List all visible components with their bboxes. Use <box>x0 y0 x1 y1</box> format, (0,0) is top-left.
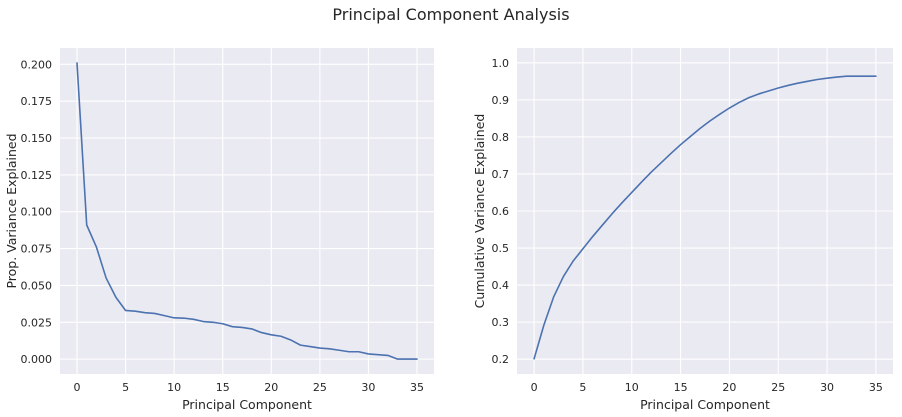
x-axis-label: Principal Component <box>640 397 770 412</box>
y-tick-label: 0.150 <box>21 132 53 145</box>
series-line <box>533 75 877 360</box>
y-tick-label: 1.0 <box>492 57 510 70</box>
y-tick-label: 0.9 <box>492 94 510 107</box>
y-tick-labels: 0.000 0.025 0.050 0.075 0.100 0.125 0.150 0.175… <box>21 58 53 366</box>
cumulative-variance-chart: 0 5 10 15 20 25 30 35 0.2 0.3 0.4 0.5 0.6 0.7 0.8 0.9 1… <box>472 48 893 412</box>
y-tick-label: 0.100 <box>21 206 53 219</box>
x-tick-label: 35 <box>410 381 424 394</box>
x-tick-label: 30 <box>361 381 375 394</box>
y-tick-label: 0.050 <box>21 279 53 292</box>
y-tick-label: 0.3 <box>492 316 510 329</box>
y-axis-label: Cumulative Variance Explained <box>472 114 487 309</box>
x-tick-label: 15 <box>216 381 230 394</box>
y-tick-label: 0.6 <box>492 205 510 218</box>
y-axis-label: Prop. Variance Explained <box>4 133 19 288</box>
y-tick-label: 0.5 <box>492 242 510 255</box>
series-line <box>76 62 418 360</box>
y-tick-label: 0.125 <box>21 169 53 182</box>
plot-area <box>60 48 434 374</box>
x-tick-label: 20 <box>264 381 278 394</box>
y-tick-label: 0.175 <box>21 95 53 108</box>
x-tick-label: 0 <box>74 381 81 394</box>
y-tick-label: 0.075 <box>21 243 53 256</box>
y-tick-label: 0.7 <box>492 168 510 181</box>
gridlines <box>517 48 893 374</box>
x-tick-label: 5 <box>122 381 129 394</box>
x-tick-label: 0 <box>531 381 538 394</box>
x-tick-label: 25 <box>313 381 327 394</box>
x-axis-label: Principal Component <box>182 397 312 412</box>
y-tick-label: 0.200 <box>21 58 53 71</box>
x-tick-label: 35 <box>869 381 883 394</box>
x-tick-label: 30 <box>820 381 834 394</box>
figure-title: Principal Component Analysis <box>332 5 569 24</box>
x-tick-label: 25 <box>771 381 785 394</box>
x-tick-label: 20 <box>722 381 736 394</box>
variance-explained-chart: 0 5 10 15 20 25 30 35 0.000 0.025 0.050 0.075 0.100… <box>4 48 434 412</box>
x-tick-labels: 0 5 10 15 20 25 30 35 <box>531 381 883 394</box>
y-tick-labels: 0.2 0.3 0.4 0.5 0.6 0.7 0.8 0.9 1.0 <box>492 57 510 366</box>
y-tick-label: 0.2 <box>492 353 510 366</box>
gridlines <box>60 48 434 374</box>
y-tick-label: 0.8 <box>492 131 510 144</box>
x-tick-label: 10 <box>625 381 639 394</box>
x-tick-label: 5 <box>579 381 586 394</box>
y-tick-label: 0.4 <box>492 279 510 292</box>
x-tick-label: 10 <box>167 381 181 394</box>
x-tick-labels: 0 5 10 15 20 25 30 35 <box>74 381 425 394</box>
y-tick-label: 0.000 <box>21 353 53 366</box>
y-tick-label: 0.025 <box>21 316 53 329</box>
x-tick-label: 15 <box>674 381 688 394</box>
